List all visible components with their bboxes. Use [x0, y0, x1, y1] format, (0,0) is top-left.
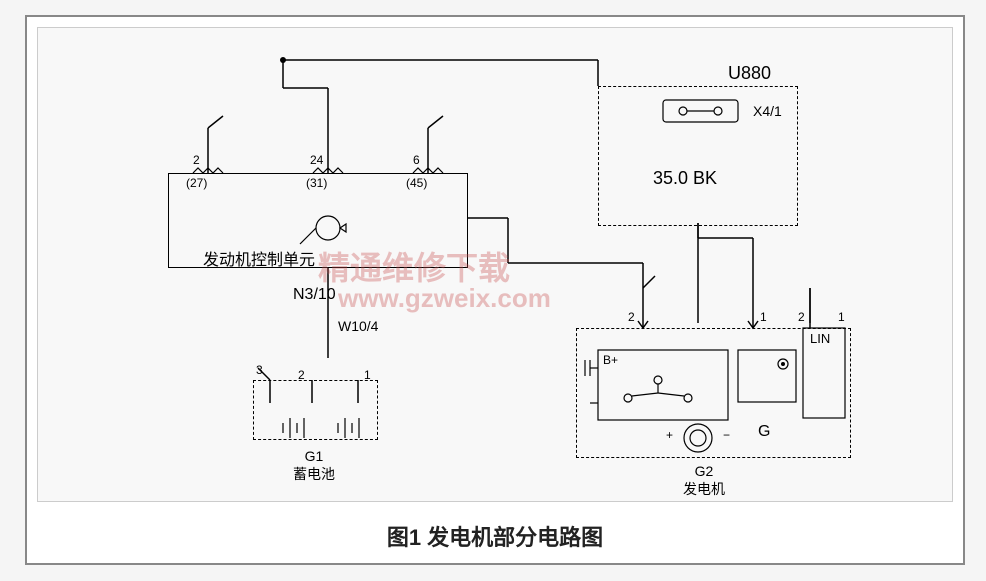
figure-caption: 图1 发电机部分电路图 [27, 508, 963, 563]
battery-pin1: 1 [364, 368, 371, 382]
ecu-conn1-sub: (27) [186, 176, 207, 190]
generator-name-text: 发电机 [683, 481, 725, 497]
battery-ground-label: W10/4 [338, 318, 378, 334]
outer-frame: U880 X4/1 35.0 BK 发动机控制单元 N3/10 2 (27) 2… [25, 15, 965, 565]
ecu-conn2-sub: (31) [306, 176, 327, 190]
caption-text: 图1 发电机部分电路图 [387, 520, 603, 552]
u880-wire-label: 35.0 BK [653, 168, 717, 189]
generator-caption: G2 发电机 [683, 463, 725, 499]
diagram-area: U880 X4/1 35.0 BK 发动机控制单元 N3/10 2 (27) 2… [37, 27, 953, 502]
gen-bplus: B+ [603, 353, 618, 367]
ecu-conn1-pin: 2 [193, 153, 200, 167]
generator-ref-text: G2 [695, 463, 714, 479]
u880-label: U880 [728, 63, 771, 84]
gen-g-symbol: G [758, 423, 770, 441]
battery-ref: G1 蓄电池 [293, 448, 335, 484]
gen-pin1: 1 [838, 310, 845, 324]
u880-connector-label: X4/1 [753, 103, 782, 119]
ecu-conn2-pin: 24 [310, 153, 323, 167]
battery-name-text: 蓄电池 [293, 466, 335, 482]
ecu-label: 发动机控制单元 [203, 246, 315, 270]
ecu-conn3-sub: (45) [406, 176, 427, 190]
gen-plus: + [666, 428, 673, 442]
battery-pin2: 2 [298, 368, 305, 382]
ecu-ref: N3/10 [293, 286, 336, 304]
generator-box [576, 328, 851, 458]
gen-conn-pin2: 2 [628, 310, 635, 324]
ecu-conn3-pin: 6 [413, 153, 420, 167]
battery-pin3: 3 [256, 363, 263, 377]
battery-box [253, 380, 378, 440]
gen-minus: − [723, 428, 730, 442]
gen-lin: LIN [810, 331, 830, 346]
gen-conn-pin1: 1 [760, 310, 767, 324]
battery-ref-text: G1 [305, 448, 324, 464]
gen-pin2: 2 [798, 310, 805, 324]
